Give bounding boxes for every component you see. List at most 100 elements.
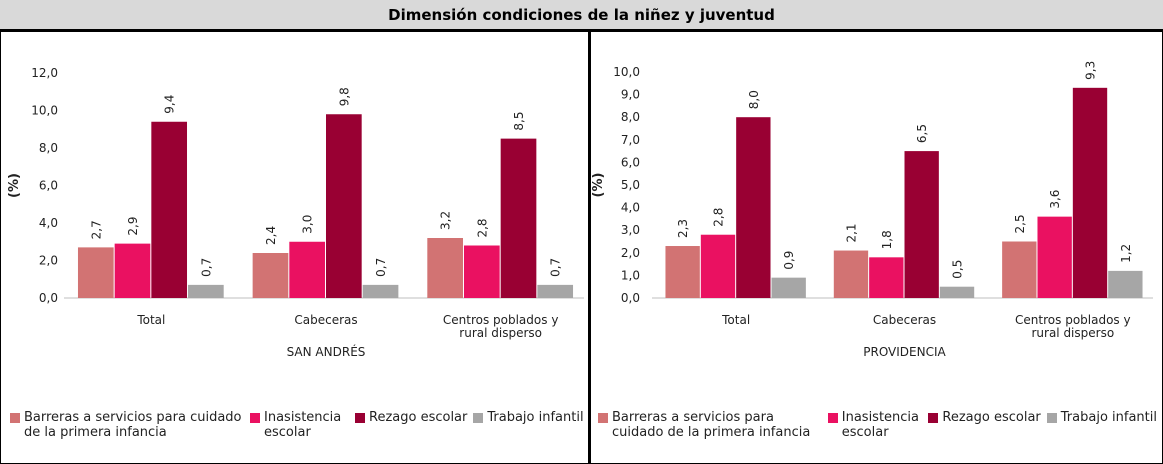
data-label: 1,2 [1119, 244, 1133, 263]
y-tick-label: 0,0 [621, 291, 640, 305]
data-label: 3,0 [301, 215, 315, 234]
bar [736, 117, 771, 298]
data-label: 2,5 [1013, 214, 1027, 233]
data-label: 9,8 [337, 87, 351, 106]
legend-swatch [250, 413, 260, 423]
legend-swatch [10, 413, 20, 423]
separator [588, 32, 591, 464]
data-label: 8,0 [747, 90, 761, 109]
bar [362, 284, 399, 298]
bar [904, 151, 939, 298]
x-axis-label: SAN ANDRÉS [286, 345, 366, 359]
data-label: 0,7 [374, 258, 388, 277]
legend-label: Trabajo infantil [487, 410, 584, 425]
y-tick-label: 8,0 [621, 110, 640, 124]
data-label: 0,7 [199, 258, 213, 277]
bar [700, 234, 736, 298]
legend-swatch [928, 413, 939, 423]
legend-item: Inasistencia escolar [250, 410, 349, 440]
bar [427, 238, 463, 298]
bar [1108, 270, 1143, 298]
bar [771, 277, 806, 298]
y-tick-label: 1,0 [621, 268, 640, 282]
data-label: 2,1 [844, 223, 858, 242]
y-tick-label: 12,0 [31, 66, 58, 80]
legend-label: Barreras a servicios para cuidado de la … [612, 410, 811, 440]
bar [500, 138, 537, 298]
y-tick-label: 7,0 [621, 133, 640, 147]
bar [326, 114, 362, 298]
y-tick-label: 2,0 [621, 246, 640, 260]
legend-label: Rezago escolar [369, 410, 468, 425]
legend-item: Trabajo infantil [473, 410, 584, 440]
y-tick-label: 0,0 [39, 291, 58, 305]
bar [77, 247, 114, 298]
data-label: 9,4 [163, 95, 177, 114]
header-title: Dimensión condiciones de la niñez y juve… [0, 0, 1163, 32]
bar [939, 286, 975, 298]
y-tick-label: 4,0 [621, 201, 640, 215]
bar [869, 257, 904, 298]
legend-swatch [1046, 413, 1057, 423]
data-label: 1,8 [880, 230, 894, 249]
legend-swatch [598, 413, 608, 423]
bar [665, 246, 700, 298]
x-tick-label: Total [137, 313, 166, 327]
y-tick-label: 5,0 [621, 178, 640, 192]
data-label: 2,9 [126, 217, 140, 236]
data-label: 2,8 [711, 208, 725, 227]
legend-label: Rezago escolar [942, 410, 1041, 425]
legend-swatch [355, 413, 365, 423]
y-axis-label: (%) [7, 173, 22, 198]
data-label: 2,7 [89, 220, 103, 239]
legend-item: Barreras a servicios para cuidado de la … [10, 410, 244, 440]
data-label: 6,5 [915, 124, 929, 143]
data-label: 9,3 [1084, 61, 1098, 80]
bar [289, 241, 325, 298]
bar [114, 243, 151, 298]
bar [1072, 87, 1108, 298]
bar [833, 250, 869, 298]
x-tick-label: Cabeceras [872, 313, 937, 327]
data-label: 3,2 [439, 211, 453, 230]
data-label: 8,5 [512, 112, 526, 131]
legend-item: Rezago escolar [928, 410, 1041, 440]
bar [463, 245, 500, 298]
legend-item: Barreras a servicios para cuidado de la … [598, 410, 822, 440]
y-tick-label: 6,0 [621, 155, 640, 169]
data-label: 0,7 [549, 258, 563, 277]
x-tick-label: Total [722, 313, 751, 327]
data-label: 0,5 [951, 260, 965, 279]
x-tick-label: Centros poblados y rural disperso [1015, 313, 1131, 340]
legend-item: Trabajo infantil [1046, 410, 1157, 440]
y-tick-label: 2,0 [39, 254, 58, 268]
x-tick-label: Centros poblados y rural disperso [442, 313, 559, 340]
legend-label: Trabajo infantil [1060, 410, 1157, 425]
legend: Barreras a servicios para cuidado de la … [10, 410, 590, 440]
bar [252, 253, 289, 298]
bar [151, 121, 188, 298]
legend-label: Barreras a servicios para cuidado de la … [24, 410, 242, 440]
legend-label: Inasistencia escolar [264, 410, 342, 440]
legend-label: Inasistencia escolar [841, 410, 920, 440]
data-label: 2,3 [676, 219, 690, 238]
x-tick-label: Cabeceras [294, 313, 358, 327]
y-tick-label: 10,0 [31, 104, 58, 118]
data-label: 0,9 [782, 251, 796, 270]
data-label: 2,4 [264, 226, 278, 245]
legend: Barreras a servicios para cuidado de la … [598, 410, 1163, 440]
y-tick-label: 8,0 [39, 141, 58, 155]
bar [1037, 216, 1072, 298]
legend-item: Inasistencia escolar [827, 410, 923, 440]
y-tick-label: 10,0 [613, 65, 640, 79]
y-tick-label: 9,0 [621, 88, 640, 102]
y-tick-label: 6,0 [39, 179, 58, 193]
legend-swatch [473, 413, 484, 423]
y-tick-label: 4,0 [39, 216, 58, 230]
data-label: 3,6 [1048, 190, 1062, 209]
legend-item: Rezago escolar [355, 410, 467, 440]
bar [537, 284, 574, 298]
y-tick-label: 3,0 [621, 223, 640, 237]
